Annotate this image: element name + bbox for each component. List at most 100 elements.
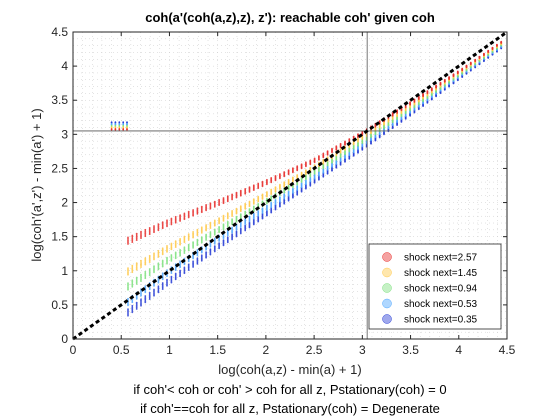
data-point xyxy=(200,254,203,257)
data-point xyxy=(131,284,134,287)
data-point xyxy=(140,233,142,236)
data-point xyxy=(500,40,503,43)
data-point xyxy=(213,200,216,203)
data-point xyxy=(318,155,320,157)
data-point xyxy=(135,266,138,268)
data-point xyxy=(196,238,199,241)
data-point xyxy=(300,171,303,174)
data-point xyxy=(127,301,129,304)
data-point xyxy=(448,76,450,78)
data-point xyxy=(183,266,186,269)
data-point xyxy=(270,195,273,198)
data-point xyxy=(248,215,251,218)
data-point xyxy=(248,221,251,224)
data-point xyxy=(144,257,147,260)
data-point xyxy=(131,310,134,312)
data-point xyxy=(131,237,134,240)
data-point xyxy=(179,214,182,217)
x-tick-label: 4 xyxy=(455,343,462,357)
axis-ticks: 0 0.5 1 1.5 2 2.5 3 3.5 4 4.5 0 0.5 1 1.5 2 2.5 3 3.5 4 4.5 xyxy=(51,25,515,357)
data-point xyxy=(135,304,138,306)
data-point xyxy=(127,236,129,239)
legend-marker xyxy=(382,252,392,262)
data-point xyxy=(144,234,147,236)
data-point xyxy=(174,272,177,275)
data-point xyxy=(135,296,138,299)
legend-marker xyxy=(382,283,392,293)
data-point xyxy=(144,228,147,231)
data-point xyxy=(196,207,199,210)
data-point xyxy=(140,293,142,296)
data-point xyxy=(144,285,147,287)
legend-marker xyxy=(382,298,392,309)
y-tick-label: 2.5 xyxy=(51,161,68,175)
data-point xyxy=(153,289,155,292)
data-point xyxy=(305,169,307,172)
data-point xyxy=(257,195,260,198)
data-point xyxy=(296,185,299,187)
x-tick-label: 0.5 xyxy=(113,343,130,357)
data-point xyxy=(192,260,195,263)
data-point xyxy=(131,283,134,286)
legend-label: shock next=0.53 xyxy=(404,299,478,310)
data-point xyxy=(187,263,190,266)
data-point xyxy=(144,273,147,276)
data-point xyxy=(205,233,208,236)
data-point xyxy=(218,217,221,220)
data-point xyxy=(135,237,138,240)
data-point xyxy=(461,67,464,70)
data-point xyxy=(196,228,199,231)
data-point xyxy=(127,310,129,313)
data-point xyxy=(257,203,260,205)
data-point xyxy=(144,276,147,278)
data-point xyxy=(148,259,151,262)
data-point xyxy=(244,224,247,227)
data-point xyxy=(131,282,134,284)
data-point xyxy=(443,78,446,81)
data-point xyxy=(131,235,134,238)
data-point xyxy=(222,239,225,242)
data-point xyxy=(270,201,273,204)
data-point xyxy=(474,58,477,61)
data-point xyxy=(135,281,138,284)
data-point xyxy=(339,148,342,151)
data-point xyxy=(279,183,281,186)
data-point xyxy=(339,142,342,145)
data-point xyxy=(439,81,442,84)
data-point xyxy=(110,128,113,131)
data-point xyxy=(135,268,138,271)
data-point xyxy=(296,165,299,168)
data-point xyxy=(300,163,303,166)
data-point xyxy=(135,301,138,304)
note-line-1: if coh'< coh or coh' > coh for all z, Ps… xyxy=(133,382,446,397)
data-point xyxy=(127,288,129,291)
x-tick-label: 1 xyxy=(166,343,173,357)
data-point xyxy=(305,161,307,164)
data-point xyxy=(135,239,138,242)
data-point xyxy=(144,301,147,304)
data-point xyxy=(127,271,129,273)
data-point xyxy=(456,70,459,73)
data-point xyxy=(144,286,147,289)
data-point xyxy=(127,267,129,269)
data-point xyxy=(157,251,160,254)
data-point xyxy=(135,262,138,265)
data-point xyxy=(161,259,164,262)
data-point xyxy=(292,187,294,190)
data-point xyxy=(205,204,208,206)
data-point xyxy=(140,266,142,268)
data-point xyxy=(161,263,164,266)
data-point xyxy=(248,186,251,189)
data-point xyxy=(213,237,216,240)
data-point xyxy=(144,297,147,300)
data-point xyxy=(148,269,151,272)
data-point xyxy=(239,227,242,230)
data-point xyxy=(131,280,134,283)
data-point xyxy=(127,273,129,276)
y-tick-label: 1 xyxy=(61,264,68,278)
data-point xyxy=(135,236,138,239)
data-point xyxy=(357,133,359,136)
data-point xyxy=(218,226,221,228)
y-tick-label: 3 xyxy=(61,127,68,141)
